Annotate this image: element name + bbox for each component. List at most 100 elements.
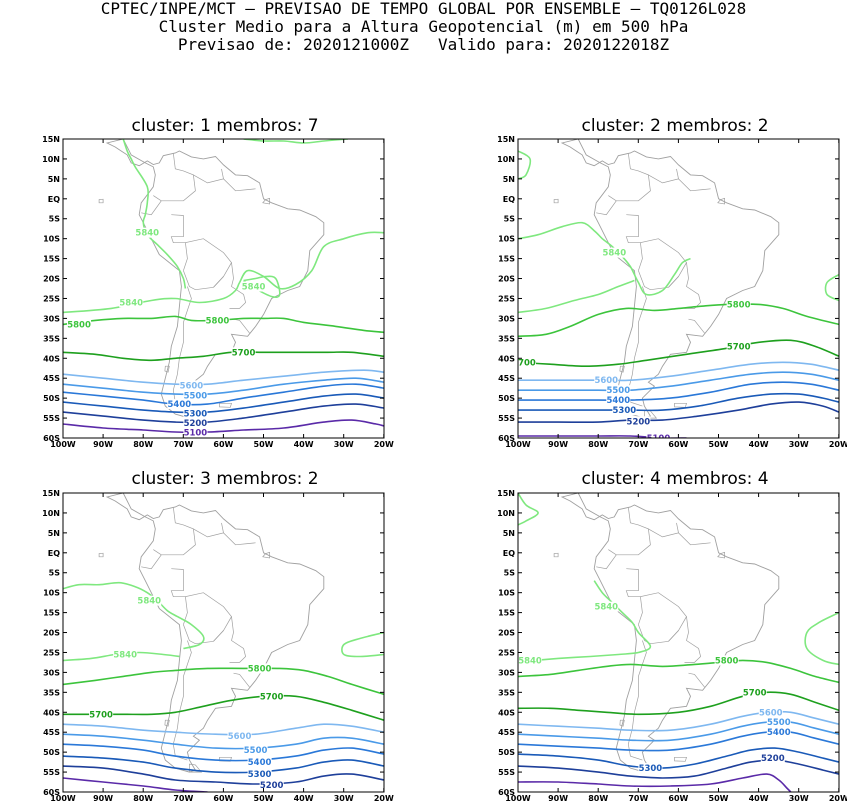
contour-5840 [63,581,205,650]
country-border [684,616,701,663]
lon-tick-label: 20W [829,440,847,449]
country-border [170,568,186,598]
contour-label: 5400 [767,728,791,738]
lon-tick-label: 90W [93,794,113,803]
contour-5100 [63,777,208,792]
lon-tick-label: 40W [749,440,769,449]
country-border [172,286,192,407]
country-border [616,506,651,556]
contour-label: 5800 [248,664,272,674]
contour-5700 [518,339,839,368]
contour-5300 [518,392,839,412]
lat-tick-label: 25S [498,294,515,303]
country-border [668,276,679,288]
lon-tick-label: 30W [789,440,809,449]
lon-tick-label: 100W [50,440,76,449]
lon-tick-label: 60W [213,794,233,803]
island-outline [262,197,270,205]
contour-5500 [518,371,839,392]
contour-5800 [518,659,839,684]
country-border [183,238,232,291]
lat-tick-label: 40S [498,708,515,717]
lon-tick-label: 100W [505,440,531,449]
coastline [560,493,780,773]
contour-5840 [122,139,187,289]
lat-tick-label: 15S [498,255,515,264]
contour-label: 5600 [759,708,783,718]
lat-tick-label: 5S [49,215,61,224]
contour-5400 [63,383,384,406]
cluster-panel-4: cluster: 4 membros: 4 5840 5840 5800 5700 560… [497,469,847,803]
header-subtitle: Cluster Medio para a Altura Geopotencial… [158,17,689,36]
contour-label: 5200 [184,419,208,429]
country-border [678,178,711,192]
contour-5200 [518,759,839,779]
coastline [560,139,780,419]
contour-label: 5700 [512,358,536,368]
coastline [105,139,325,419]
contour-label: 5500 [244,746,268,756]
contour-5840 [824,273,839,302]
contour-label: 5300 [612,406,636,416]
lat-tick-label: EQ [503,549,515,558]
lat-tick-label: 55S [498,768,515,777]
header-title: CPTEC/INPE/MCT – PREVISAO DE TEMPO GLOBA… [100,0,747,18]
contour-5600 [63,369,384,386]
lat-tick-label: 15S [43,609,60,618]
lat-tick-label: 40S [43,354,60,363]
lat-tick-label: 45S [498,374,515,383]
island-outline [98,552,104,558]
lat-tick-label: 55S [43,414,60,423]
lon-tick-label: 30W [789,794,809,803]
contour-5100 [518,435,687,438]
header-dates: Previsao de: 2020121000Z Valido para: 20… [177,35,670,54]
contour-5200 [63,403,384,424]
panel-title: cluster: 3 membros: 2 [131,469,318,489]
lat-tick-label: 40S [43,708,60,717]
island-outline [219,402,232,408]
lat-tick-label: 20S [43,275,60,284]
country-border [229,262,246,309]
island-outline [98,198,104,204]
contour-label: 5200 [260,781,284,791]
country-border [223,178,256,192]
contour-5840 [63,231,384,314]
contour-label: 5700 [232,348,256,358]
lon-tick-label: 100W [50,794,76,803]
lat-tick-label: 10S [43,235,60,244]
contour-5300 [518,747,839,769]
country-border [625,568,641,598]
lat-tick-label: 25S [43,294,60,303]
country-border [213,276,224,288]
lat-tick-label: 10N [497,155,515,164]
island-outline [262,551,270,559]
contour-label: 5600 [594,376,618,386]
contour-5800 [63,667,384,696]
country-border [668,630,679,642]
contour-5100 [518,773,792,792]
country-border [638,238,687,291]
contour-5840 [804,611,839,666]
country-border [596,195,617,216]
contour-label: 5400 [606,396,630,406]
lat-tick-label: 55S [498,414,515,423]
contour-5840 [518,279,635,314]
lat-tick-label: EQ [503,195,515,204]
country-border [627,286,647,407]
contour-5300 [63,393,384,414]
lat-tick-label: 10N [497,509,515,518]
lat-tick-label: 35S [498,688,515,697]
lat-tick-label: 15N [497,489,515,498]
lon-tick-label: 70W [628,440,648,449]
country-border [678,532,711,546]
contour-label: 5200 [761,754,785,764]
lon-tick-label: 80W [588,794,608,803]
panel-title: cluster: 4 membros: 4 [581,469,768,489]
contour-label: 5400 [168,400,192,410]
contour-5840 [518,493,539,526]
lat-tick-label: 40S [498,354,515,363]
contour-5800 [63,315,384,334]
lat-tick-label: 60S [43,788,60,797]
contour-5600 [63,723,384,736]
contour-5300 [63,755,384,774]
